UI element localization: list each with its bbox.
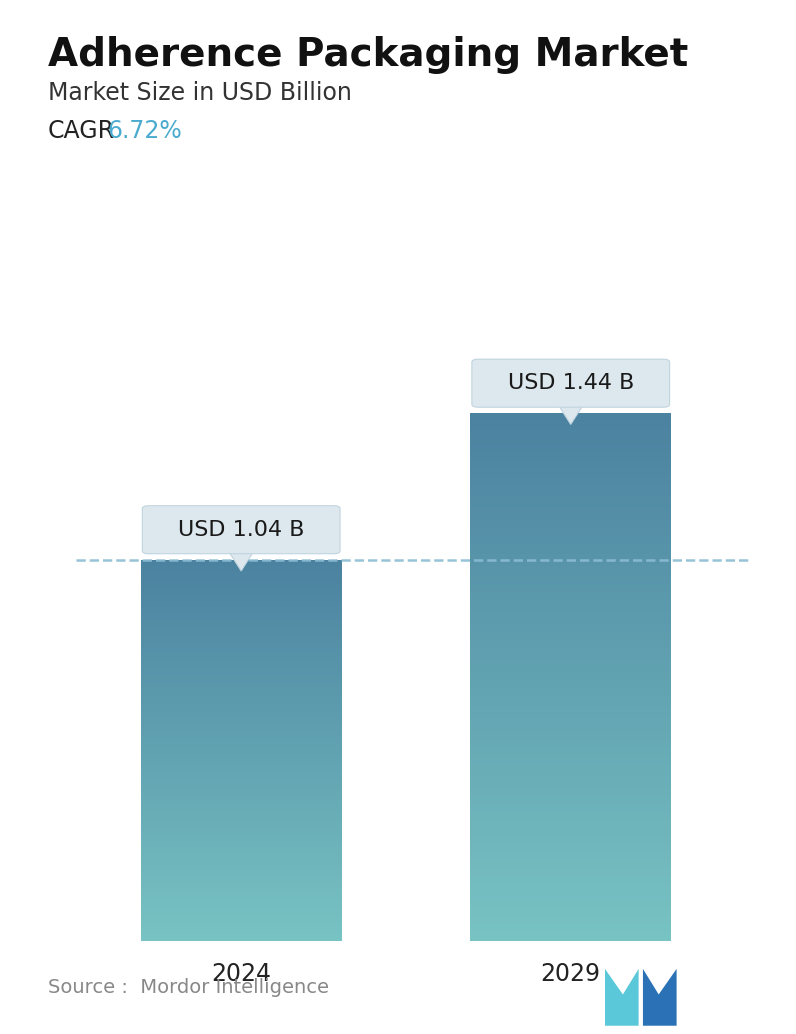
- Polygon shape: [558, 404, 583, 424]
- Text: CAGR: CAGR: [48, 119, 115, 143]
- Polygon shape: [605, 969, 638, 1026]
- Text: Market Size in USD Billion: Market Size in USD Billion: [48, 81, 352, 104]
- Text: USD 1.04 B: USD 1.04 B: [178, 520, 304, 540]
- Polygon shape: [228, 551, 254, 571]
- Text: 6.72%: 6.72%: [107, 119, 182, 143]
- Text: Source :  Mordor Intelligence: Source : Mordor Intelligence: [48, 978, 329, 997]
- Text: Adherence Packaging Market: Adherence Packaging Market: [48, 36, 688, 74]
- FancyBboxPatch shape: [472, 359, 669, 407]
- FancyBboxPatch shape: [142, 506, 340, 554]
- Polygon shape: [643, 969, 677, 1026]
- Text: USD 1.44 B: USD 1.44 B: [508, 373, 634, 393]
